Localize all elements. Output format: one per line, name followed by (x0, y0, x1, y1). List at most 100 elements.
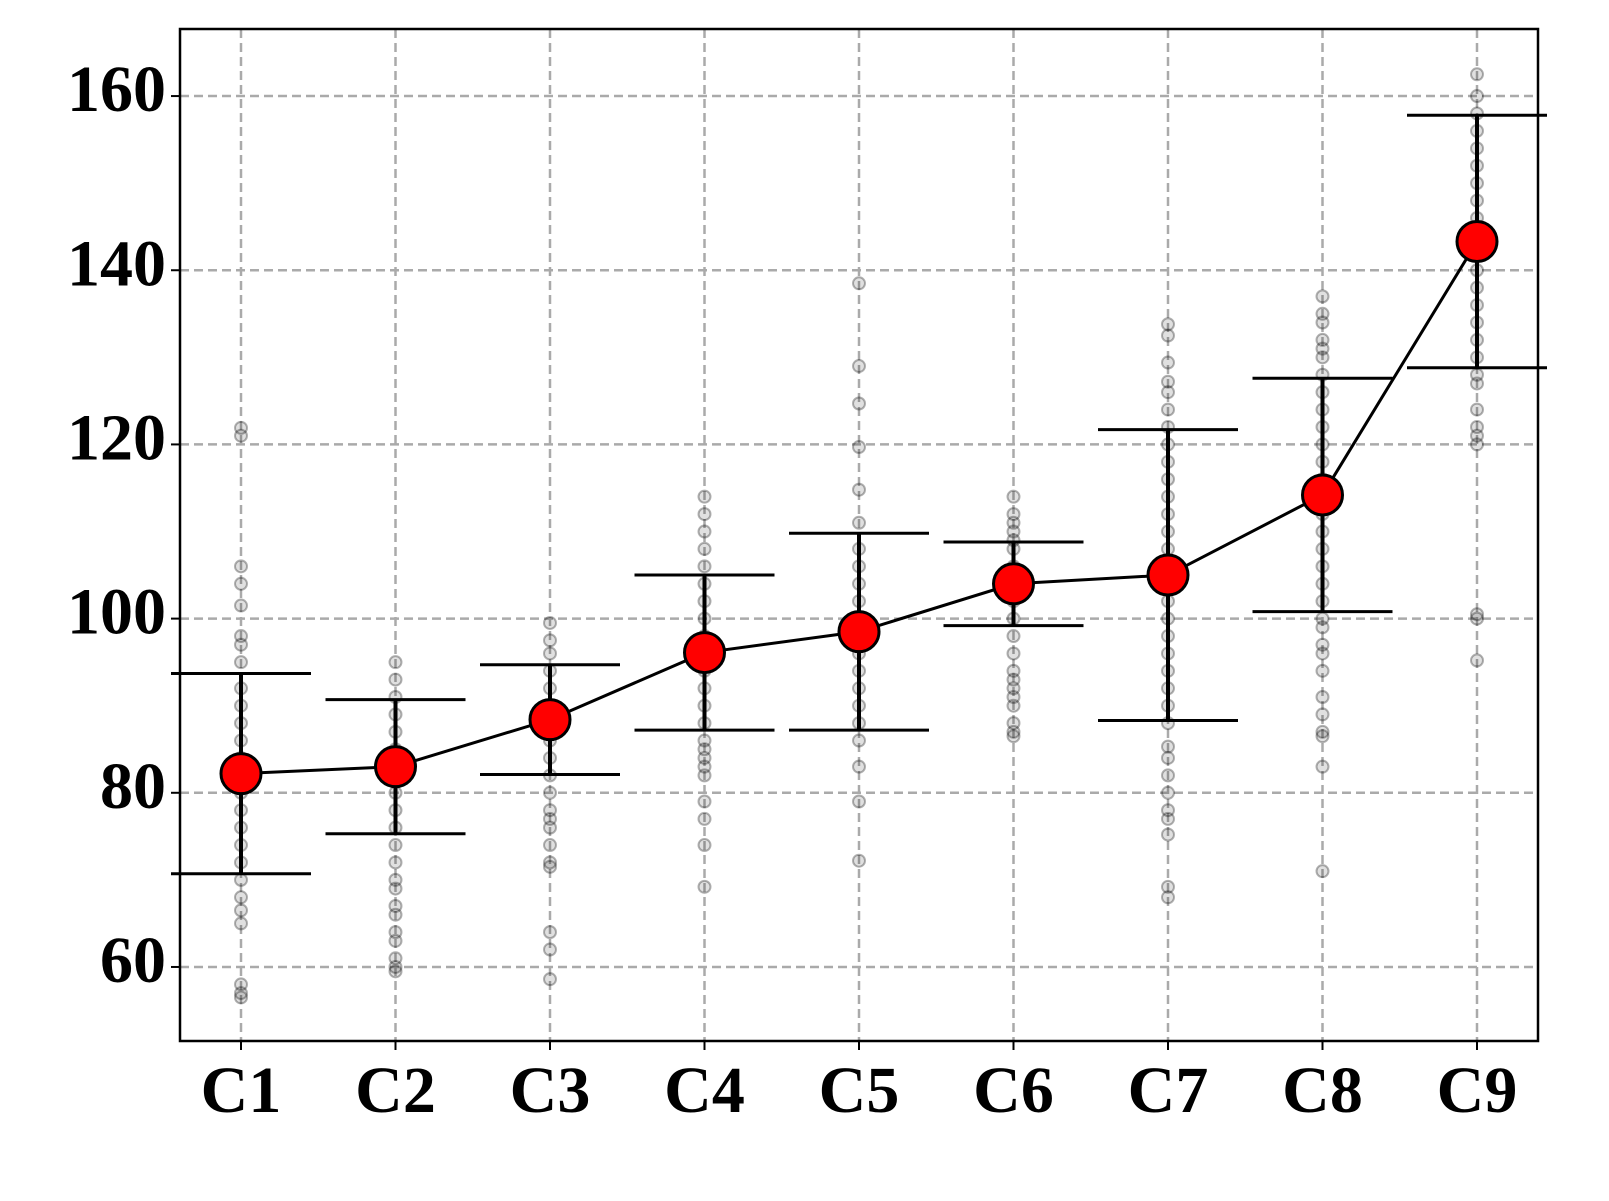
sample-point (543, 820, 557, 835)
sample-point (543, 838, 557, 853)
sample-point (1006, 729, 1021, 744)
sample-point (1161, 827, 1175, 842)
sample-point (543, 811, 557, 826)
mean-marker (992, 562, 1035, 606)
sample-point (697, 559, 712, 574)
sample-point (1006, 515, 1021, 530)
sample-point (543, 942, 557, 957)
sample-point (852, 794, 866, 809)
mean-marker (528, 698, 572, 742)
y-tick-label: 120 (67, 402, 166, 475)
sample-point (234, 872, 248, 887)
sample-point (234, 420, 248, 435)
sample-point (1470, 89, 1484, 104)
sample-point (697, 811, 712, 826)
sample-point (1470, 428, 1484, 443)
sample-point (1470, 376, 1484, 391)
sample-point (1315, 646, 1330, 661)
sample-point (852, 759, 866, 774)
sample-point (388, 964, 403, 979)
sample-point (543, 633, 557, 648)
sample-point (1161, 402, 1175, 417)
x-tick-label: C6 (973, 1054, 1054, 1127)
sample-point (543, 646, 557, 661)
sample-point (388, 907, 403, 922)
x-tick-label: C8 (1282, 1054, 1363, 1127)
x-tick-label: C9 (1437, 1054, 1518, 1127)
sample-point (234, 990, 248, 1005)
sample-point (697, 794, 712, 809)
sample-point (388, 899, 403, 914)
sample-point (697, 489, 712, 504)
sample-point (1470, 402, 1484, 417)
sample-point (543, 859, 557, 874)
sample-point (388, 672, 403, 687)
plot-frame (178, 27, 1540, 1043)
sample-point (388, 838, 403, 853)
sample-point (234, 559, 248, 574)
sample-point (1470, 420, 1484, 435)
sample-point (1161, 879, 1175, 894)
sample-point (852, 515, 866, 530)
sample-point (1315, 724, 1330, 739)
sample-point (1315, 759, 1330, 774)
sample-point (1006, 629, 1021, 644)
sample-point (1315, 341, 1330, 356)
x-tick-label: C4 (664, 1054, 745, 1127)
sample-point (1161, 355, 1175, 370)
sample-point (1470, 67, 1484, 82)
x-tick-label: C3 (510, 1054, 591, 1127)
sample-point (543, 803, 557, 818)
mean-marker (1455, 220, 1499, 264)
sample-point (234, 977, 248, 992)
sample-point (234, 903, 248, 918)
sample-point (1315, 289, 1330, 304)
sample-point (852, 853, 866, 868)
x-tick-label: C7 (1128, 1054, 1209, 1127)
sample-point (1006, 681, 1021, 696)
sample-point (1161, 890, 1175, 905)
sample-point (543, 785, 557, 800)
sample-point (697, 507, 712, 522)
sample-point (1315, 315, 1330, 330)
sample-point (543, 925, 557, 940)
sample-point (1006, 524, 1021, 539)
x-tick-label: C2 (355, 1054, 436, 1127)
sample-point (1161, 385, 1175, 400)
sample-point (1470, 653, 1484, 668)
sample-point (1315, 663, 1330, 678)
sample-point (234, 576, 248, 591)
sample-point (1315, 306, 1330, 321)
sample-point (1006, 724, 1021, 739)
sample-point (697, 838, 712, 853)
sample-point (1161, 750, 1175, 765)
mean-marker (374, 745, 417, 789)
sample-point (1161, 768, 1175, 783)
sample-point (852, 359, 866, 374)
sample-point (388, 951, 403, 966)
sample-point (234, 890, 248, 905)
sample-point (1006, 672, 1021, 687)
sample-point (1006, 689, 1021, 704)
sample-point (1470, 611, 1484, 626)
sample-point (1006, 489, 1021, 504)
mean-marker (1146, 553, 1190, 597)
sample-point (1315, 620, 1330, 635)
y-tick-label: 80 (100, 750, 166, 823)
sample-point (1161, 317, 1175, 332)
sample-point (234, 637, 248, 652)
sample-point (234, 986, 248, 1001)
sample-point (388, 855, 403, 870)
sample-point (388, 959, 403, 974)
sample-point (234, 428, 248, 443)
sample-point (234, 655, 248, 670)
sample-point (1315, 332, 1330, 347)
sample-point (234, 916, 248, 931)
mean-marker (1301, 473, 1344, 517)
sample-point (852, 396, 866, 411)
sample-point (1470, 437, 1484, 452)
sample-point (697, 768, 712, 783)
sample-point (697, 879, 712, 894)
y-tick-label: 100 (67, 576, 166, 649)
